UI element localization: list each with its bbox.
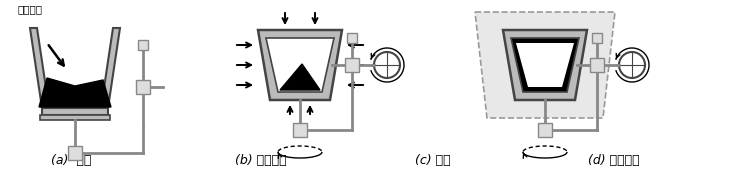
Text: (c) 冷却: (c) 冷却 bbox=[415, 153, 451, 166]
Polygon shape bbox=[266, 38, 334, 92]
Polygon shape bbox=[39, 78, 111, 107]
Polygon shape bbox=[30, 28, 49, 108]
Polygon shape bbox=[538, 123, 552, 137]
Polygon shape bbox=[68, 146, 82, 160]
Polygon shape bbox=[347, 33, 357, 43]
Polygon shape bbox=[280, 64, 320, 90]
Text: (a)  加热: (a) 加热 bbox=[51, 153, 92, 166]
Polygon shape bbox=[138, 40, 148, 50]
Polygon shape bbox=[475, 12, 615, 118]
Polygon shape bbox=[516, 43, 574, 87]
Polygon shape bbox=[511, 38, 579, 92]
Text: (b) 加热旋转: (b) 加热旋转 bbox=[235, 153, 287, 166]
Polygon shape bbox=[136, 80, 150, 94]
Polygon shape bbox=[293, 123, 307, 137]
Polygon shape bbox=[258, 30, 342, 100]
Polygon shape bbox=[503, 30, 587, 100]
Polygon shape bbox=[101, 28, 120, 108]
Polygon shape bbox=[590, 58, 604, 72]
Text: 粉状塑料: 粉状塑料 bbox=[18, 4, 43, 14]
Polygon shape bbox=[42, 108, 108, 115]
Polygon shape bbox=[345, 58, 359, 72]
Text: (d) 开模取件: (d) 开模取件 bbox=[588, 153, 639, 166]
Polygon shape bbox=[592, 33, 602, 43]
Polygon shape bbox=[40, 115, 110, 120]
